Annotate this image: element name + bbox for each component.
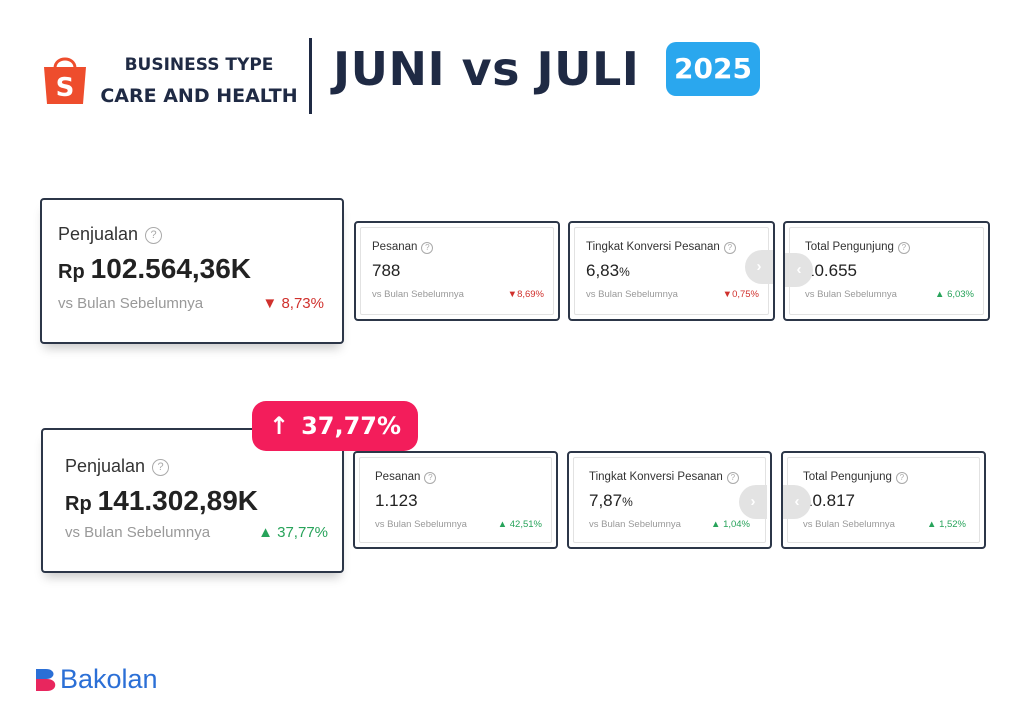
chevron-right-icon[interactable]: › (739, 485, 767, 519)
july-visitors-title: Total Pengunjung (803, 471, 892, 483)
july-sales-value: Rp 141.302,89K (65, 485, 259, 516)
june-visitors-change: ▲ 6,03% (935, 289, 974, 300)
june-orders-card: Pesanan? 788 vs Bulan Sebelumnya ▼8,69% (354, 221, 560, 321)
july-sales-change: ▲ 37,77% (258, 524, 328, 541)
july-orders-value: 1.123 (375, 491, 418, 510)
july-conversion-title: Tingkat Konversi Pesanan (589, 471, 723, 483)
help-icon[interactable]: ? (145, 227, 163, 244)
help-icon[interactable]: ? (424, 472, 437, 484)
triangle-up-icon: ▲ (711, 519, 721, 530)
july-visitors-compare: vs Bulan Sebelumnya (803, 519, 895, 530)
triangle-down-icon: ▼ (262, 295, 278, 312)
help-icon[interactable]: ? (895, 472, 908, 484)
triangle-down-icon: ▼ (722, 289, 733, 300)
help-icon[interactable]: ? (152, 459, 170, 476)
header-divider (309, 38, 312, 114)
july-conversion-change: ▲ 1,04% (711, 519, 750, 530)
shopee-logo-letter: S (56, 73, 75, 103)
june-conversion-value: 6,83% (586, 261, 630, 280)
help-icon[interactable]: ? (897, 242, 910, 254)
bakolan-mark-icon (36, 669, 56, 691)
june-visitors-compare: vs Bulan Sebelumnya (805, 289, 897, 300)
june-conversion-compare: vs Bulan Sebelumnya (586, 289, 678, 300)
shopee-bag-logo: S (44, 57, 86, 104)
june-conversion-change: ▼0,75% (722, 289, 759, 300)
chevron-left-icon[interactable]: ‹ (783, 485, 811, 519)
june-visitors-title: Total Pengunjung (805, 241, 894, 253)
growth-highlight-badge: ↑ 37,77% (252, 401, 418, 451)
july-visitors-change: ▲ 1,52% (927, 519, 966, 530)
june-orders-change: ▼8,69% (507, 289, 544, 300)
july-orders-card: Pesanan? 1.123 vs Bulan Sebelumnya ▲ 42,… (353, 451, 558, 549)
bakolan-wordmark: Bakolan (60, 664, 158, 694)
july-conversion-card: Tingkat Konversi Pesanan? 7,87% vs Bulan… (567, 451, 772, 549)
july-sales-compare: vs Bulan Sebelumnya (65, 524, 211, 541)
july-conversion-compare: vs Bulan Sebelumnya (589, 519, 681, 530)
chevron-left-icon[interactable]: ‹ (785, 253, 813, 287)
june-conversion-card: Tingkat Konversi Pesanan? 6,83% vs Bulan… (568, 221, 775, 321)
june-sales-title: Penjualan? (58, 224, 163, 245)
june-sales-compare: vs Bulan Sebelumnya (58, 295, 204, 312)
triangle-down-icon: ▼ (507, 289, 518, 300)
chevron-right-icon[interactable]: › (745, 250, 773, 284)
triangle-up-icon: ▲ (258, 524, 273, 541)
july-sales-card: Penjualan? Rp 141.302,89K vs Bulan Sebelu… (41, 428, 344, 573)
triangle-up-icon: ▲ (935, 289, 945, 300)
triangle-up-icon: ▲ (927, 519, 937, 530)
july-orders-compare: vs Bulan Sebelumnya (375, 519, 467, 530)
june-sales-value: Rp 102.564,36K (58, 253, 252, 284)
july-sales-title: Penjualan? (65, 456, 170, 477)
july-visitors-value: 10.817 (803, 491, 855, 510)
year-badge: 2025 (666, 42, 760, 96)
june-sales-card: Penjualan? Rp 102.564,36K vs Bulan Sebelu… (40, 198, 344, 344)
page-title: JUNI vs JULI (333, 42, 640, 96)
june-visitors-value: 10.655 (805, 261, 857, 280)
june-visitors-card: Total Pengunjung? 10.655 vs Bulan Sebelu… (783, 221, 990, 321)
june-orders-compare: vs Bulan Sebelumnya (372, 289, 464, 300)
july-visitors-card: Total Pengunjung? 10.817 vs Bulan Sebelu… (781, 451, 986, 549)
july-orders-change: ▲ 42,51% (497, 519, 542, 530)
help-icon[interactable]: ? (726, 472, 739, 484)
july-orders-title: Pesanan (375, 471, 421, 483)
help-icon[interactable]: ? (421, 242, 434, 254)
business-type-label: BUSINESS TYPE (124, 55, 274, 75)
arrow-up-icon: ↑ (268, 412, 290, 440)
triangle-up-icon: ▲ (497, 519, 508, 530)
help-icon[interactable]: ? (723, 242, 736, 254)
june-orders-title: Pesanan (372, 241, 418, 253)
june-conversion-title: Tingkat Konversi Pesanan (586, 241, 720, 253)
july-conversion-value: 7,87% (589, 491, 633, 510)
business-type: BUSINESS TYPE CARE AND HEALTH (100, 50, 298, 112)
june-sales-change: ▼ 8,73% (262, 295, 324, 312)
business-type-value: CARE AND HEALTH (100, 85, 298, 107)
june-orders-value: 788 (372, 261, 401, 280)
